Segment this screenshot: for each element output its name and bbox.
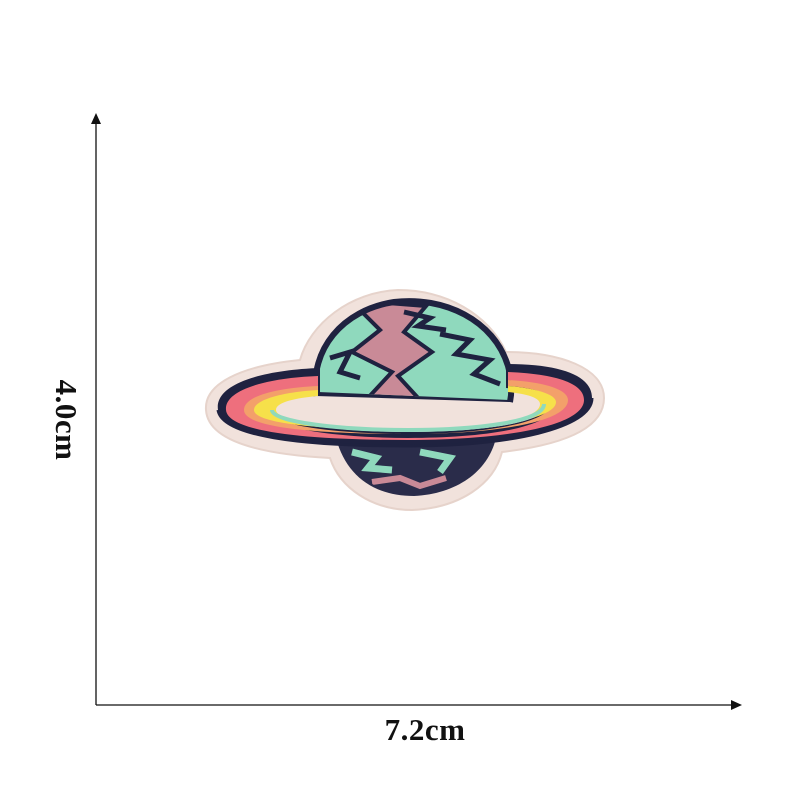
width-axis-arrow-icon [731,700,742,710]
patch-border [204,288,606,512]
width-dimension-label: 7.2cm [384,712,466,747]
height-axis-arrow-icon [91,113,101,124]
